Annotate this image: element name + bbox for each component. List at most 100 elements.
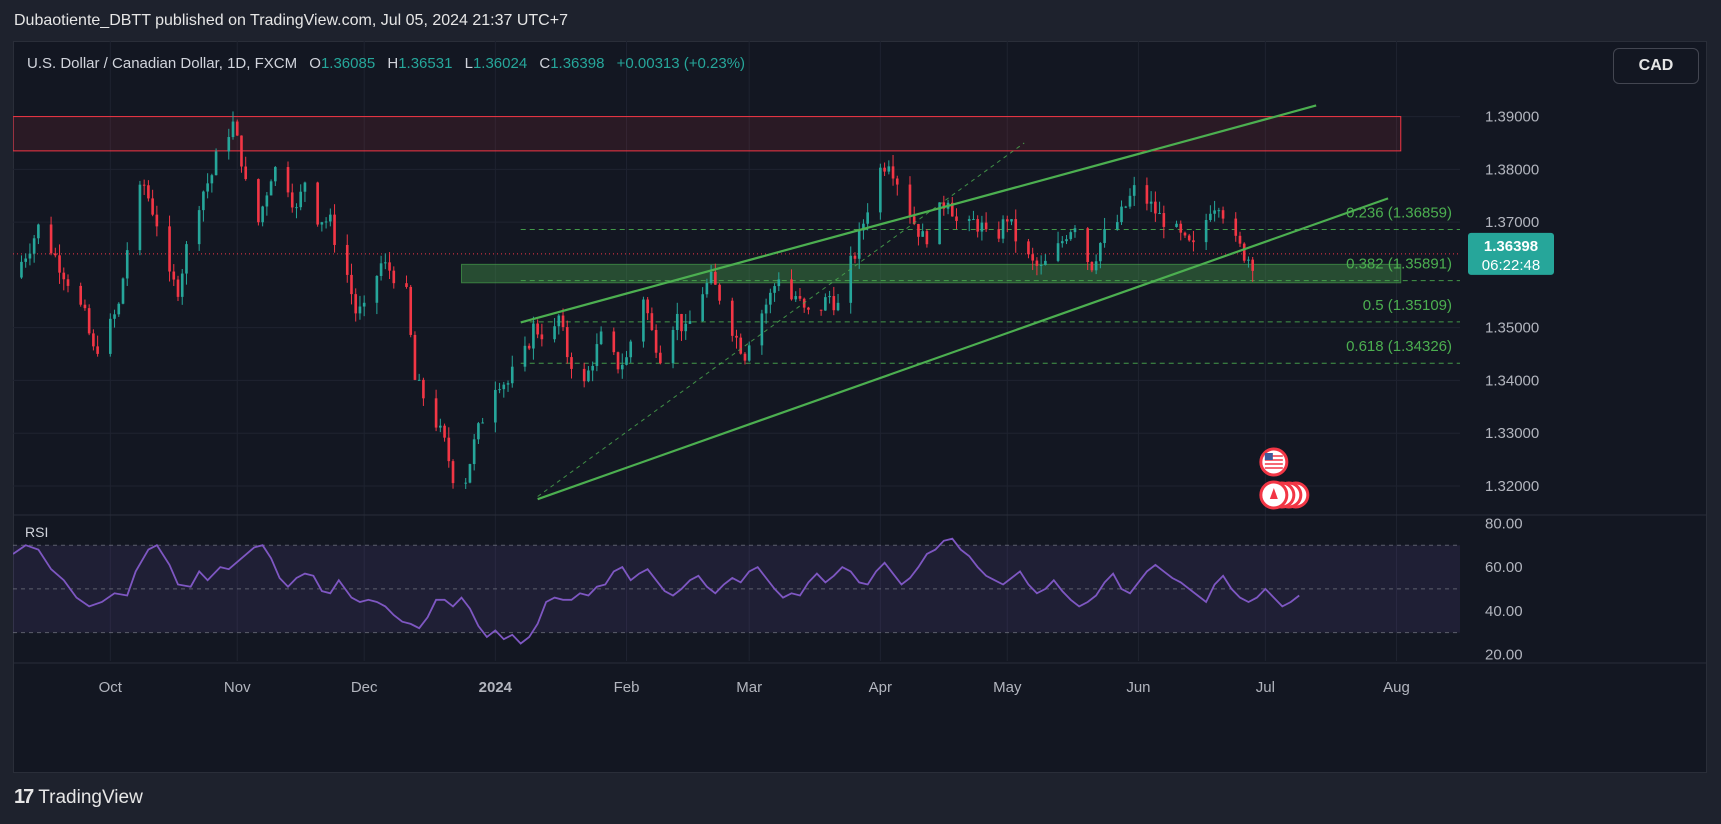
candle-body xyxy=(642,299,645,342)
close-value: 1.36398 xyxy=(550,55,605,72)
candle-body xyxy=(240,135,243,167)
time-tick-label: Aug xyxy=(1383,679,1410,696)
candle-body xyxy=(557,315,561,327)
high-value: 1.36531 xyxy=(398,55,453,72)
brand-name: TradingView xyxy=(38,786,143,808)
candle-body xyxy=(735,335,738,338)
candle-body xyxy=(290,192,294,208)
candle-body xyxy=(1073,228,1077,233)
candle-body xyxy=(718,284,721,301)
price-tick-label: 1.34000 xyxy=(1485,372,1539,389)
candle-body xyxy=(494,389,497,423)
candle-body xyxy=(1179,223,1183,233)
candle-body xyxy=(582,368,586,382)
candle-body xyxy=(392,270,396,284)
candle-body xyxy=(261,206,264,223)
candle-body xyxy=(760,313,764,346)
chart-frame xyxy=(13,41,1707,773)
candle-body xyxy=(591,365,594,371)
time-tick-label: Mar xyxy=(736,679,762,696)
candle-body xyxy=(997,229,1001,239)
candle-body xyxy=(1221,210,1225,219)
candle-body xyxy=(527,345,531,349)
candle-body xyxy=(654,329,658,353)
candle-body xyxy=(498,389,501,391)
candle-body xyxy=(1183,232,1187,236)
price-tick-label: 1.35000 xyxy=(1485,320,1539,337)
change-value: +0.00313 (+0.23%) xyxy=(616,55,746,72)
candle-body xyxy=(257,179,260,223)
candle-body xyxy=(917,224,920,237)
candle-body xyxy=(1124,206,1128,208)
candle-body xyxy=(1209,213,1212,221)
candle-body xyxy=(807,307,810,310)
candle-body xyxy=(214,151,218,176)
tradingview-logo[interactable]: 17 TradingView xyxy=(14,786,143,809)
trendline xyxy=(537,197,1389,501)
price-chart[interactable]: 0.236 (1.36859) 0.382 (1.35891) 0.5 (1.351… xyxy=(13,41,1707,773)
candle-body xyxy=(612,331,616,353)
candle-body xyxy=(434,398,438,428)
currency-button[interactable]: CAD xyxy=(1613,48,1699,84)
candle-body xyxy=(472,439,476,465)
candle-body xyxy=(151,198,154,215)
rsi-tick-label: 20.00 xyxy=(1485,646,1523,663)
candle-body xyxy=(20,261,23,278)
candle-body xyxy=(980,222,984,232)
candle-body xyxy=(570,357,573,369)
candle-body xyxy=(739,337,743,354)
candle-body xyxy=(942,202,946,209)
candle-body xyxy=(599,331,603,345)
candle-body xyxy=(625,357,628,365)
candle-body xyxy=(1149,201,1153,204)
current-price-value: 1.36398 xyxy=(1484,238,1538,255)
time-tick-label: Dec xyxy=(351,679,378,696)
bar-countdown: 06:22:48 xyxy=(1482,257,1540,274)
candle-body xyxy=(836,302,840,311)
rsi-label: RSI xyxy=(25,524,48,540)
candle-body xyxy=(955,216,958,221)
candle-body xyxy=(477,423,480,440)
candle-body xyxy=(743,353,747,361)
candle-body xyxy=(1187,235,1191,241)
candle-body xyxy=(168,226,171,272)
candle-body xyxy=(857,230,861,259)
candle-body xyxy=(1247,259,1250,261)
candle-body xyxy=(375,275,379,303)
candle-body xyxy=(1069,232,1073,240)
candle-body xyxy=(83,304,87,309)
fib-diagonal-line xyxy=(537,142,1025,497)
candle-body xyxy=(66,279,70,286)
candle-body xyxy=(1010,219,1013,222)
candle-body xyxy=(891,166,895,179)
candle-body xyxy=(540,334,544,340)
candle-body xyxy=(536,323,539,335)
candle-body xyxy=(125,250,129,279)
candle-body xyxy=(709,271,713,284)
candle-body xyxy=(235,121,239,136)
candle-body xyxy=(1154,201,1157,214)
candle-body xyxy=(887,166,891,172)
price-tick-label: 1.33000 xyxy=(1485,425,1539,442)
candle-body xyxy=(1035,260,1039,266)
candle-body xyxy=(620,364,624,370)
candle-body xyxy=(680,313,683,332)
candle-body xyxy=(274,167,277,182)
candle-body xyxy=(701,294,704,322)
candle-body xyxy=(1145,185,1149,204)
candle-body xyxy=(659,352,662,364)
fib-level-label: 0.236 (1.36859) xyxy=(1346,205,1452,222)
candle-body xyxy=(972,219,975,221)
candle-body xyxy=(1213,210,1216,214)
candle-body xyxy=(553,326,556,340)
candle-body xyxy=(629,341,633,358)
candle-body xyxy=(138,184,142,251)
candle-body xyxy=(197,210,201,245)
candle-body xyxy=(96,346,99,354)
candle-body xyxy=(53,253,57,256)
candle-body xyxy=(1217,210,1221,212)
candle-body xyxy=(109,318,112,354)
candle-body xyxy=(468,464,472,483)
rsi-tick-label: 60.00 xyxy=(1485,559,1523,576)
candle-body xyxy=(379,263,383,276)
